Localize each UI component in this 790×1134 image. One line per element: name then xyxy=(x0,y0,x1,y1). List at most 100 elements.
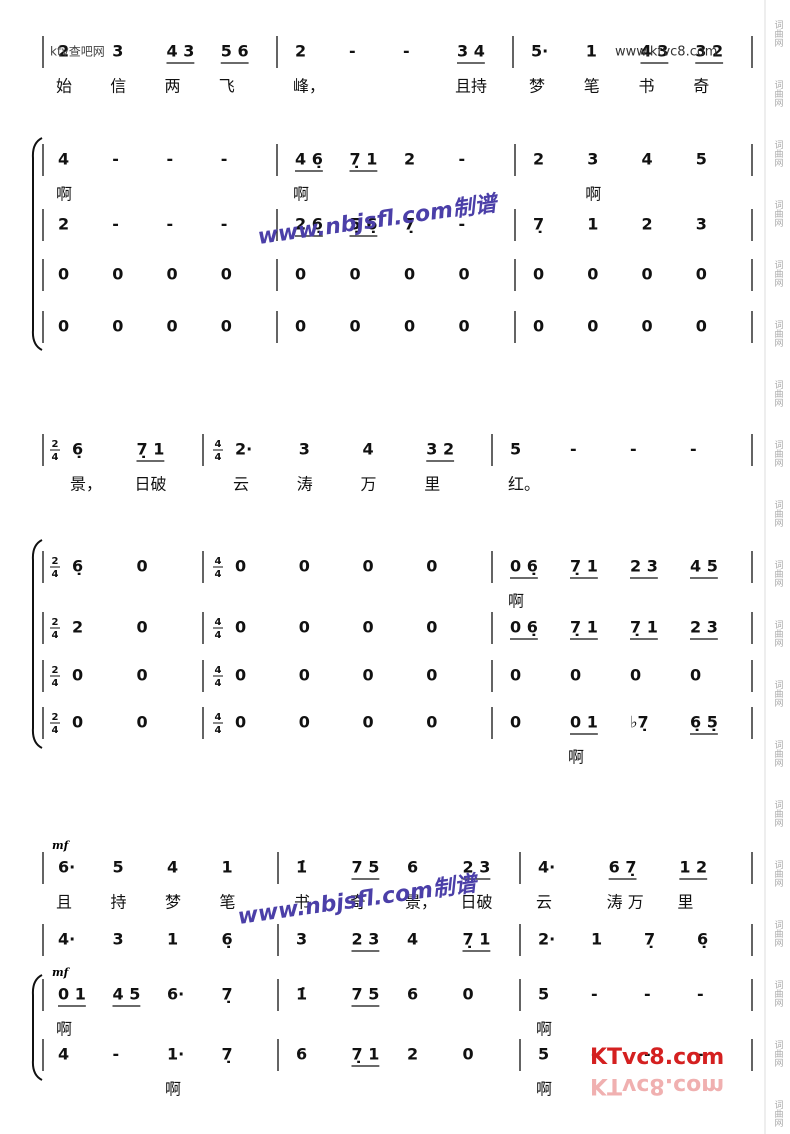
note: 4 xyxy=(167,858,178,877)
note: 0 xyxy=(533,265,544,284)
note: 0 xyxy=(221,265,232,284)
note: 0 xyxy=(58,265,69,284)
time-signature-bottom: 4 xyxy=(215,630,222,641)
note: 0 xyxy=(587,317,598,336)
watermark: www.ktvc8.com xyxy=(615,45,717,60)
note: - xyxy=(459,150,466,169)
lyric: 日破 xyxy=(461,893,493,912)
note: - xyxy=(697,985,704,1004)
note: - xyxy=(221,150,228,169)
lyric: 啊 xyxy=(56,1020,72,1039)
note: 7 5 xyxy=(352,985,380,1004)
side-mark: 词曲网 xyxy=(773,980,784,1008)
note: 2 xyxy=(58,215,69,234)
time-signature-bottom: 4 xyxy=(215,725,222,736)
note: - xyxy=(570,440,577,459)
note: 0 xyxy=(137,618,148,637)
note: 0 xyxy=(235,618,246,637)
lyric: 云 xyxy=(536,893,552,912)
lyric: 持 xyxy=(111,893,127,912)
note: 7̣ 1 xyxy=(570,618,598,637)
note: 6 xyxy=(296,1045,307,1064)
lyric: 里 xyxy=(677,893,693,912)
note: 0 xyxy=(404,317,415,336)
note: 0 xyxy=(350,265,361,284)
note: 0 xyxy=(459,265,470,284)
lyric: 日破 xyxy=(135,475,167,494)
side-mark: 词曲网 xyxy=(773,380,784,408)
note: 3 xyxy=(112,42,123,61)
note: 0 xyxy=(690,666,701,685)
note: 0 xyxy=(426,618,437,637)
lyric: 奇 xyxy=(693,77,709,96)
note: 5 xyxy=(696,150,707,169)
note: 5 6 xyxy=(221,42,249,61)
note: 0 xyxy=(363,618,374,637)
note: 4 xyxy=(407,930,418,949)
note: 3 4 xyxy=(457,42,485,61)
note: 0 xyxy=(404,265,415,284)
note: 0 xyxy=(235,557,246,576)
note: 6 7̣ xyxy=(609,858,637,877)
note: - xyxy=(349,42,356,61)
note: 2 xyxy=(72,618,83,637)
lyric: 梦 xyxy=(165,893,181,912)
note: 2 3 xyxy=(463,858,491,877)
note: 1· xyxy=(167,1045,184,1064)
note: 6· xyxy=(58,858,75,877)
side-mark: 词曲网 xyxy=(773,1040,784,1068)
note: 3 xyxy=(696,215,707,234)
note: 5 xyxy=(113,858,124,877)
note: 2· xyxy=(235,440,252,459)
note: 3 xyxy=(113,930,124,949)
time-signature-top: 2 xyxy=(52,665,59,676)
lyric: 始 xyxy=(56,77,72,96)
note: 7̣ 1 xyxy=(630,618,658,637)
note: 0 xyxy=(235,666,246,685)
note: 0 xyxy=(72,666,83,685)
note: 2 3 xyxy=(630,557,658,576)
note: 0 xyxy=(363,713,374,732)
note: 0 xyxy=(696,265,707,284)
note: 0 xyxy=(587,265,598,284)
time-signature-bottom: 4 xyxy=(52,569,59,580)
note: 7̣ 1 xyxy=(350,150,378,169)
note: 2 xyxy=(58,42,69,61)
note: 7̣ xyxy=(533,215,544,234)
note: 3 xyxy=(299,440,310,459)
note: 1̇ xyxy=(296,985,307,1004)
lyric: 奇 xyxy=(350,893,366,912)
note: 0 xyxy=(533,317,544,336)
time-signature-bottom: 4 xyxy=(215,569,222,580)
logo-reflection: KTvc8.com xyxy=(590,1073,724,1098)
note: 4 xyxy=(58,150,69,169)
time-signature-bottom: 4 xyxy=(52,678,59,689)
note: 4 3 xyxy=(167,42,195,61)
side-mark: 词曲网 xyxy=(773,80,784,108)
note: - xyxy=(167,150,174,169)
note: 0 xyxy=(299,666,310,685)
note: 2 xyxy=(407,1045,418,1064)
note: - xyxy=(591,985,598,1004)
lyric: 啊 xyxy=(165,1080,181,1099)
note: 0 xyxy=(363,557,374,576)
note: 4· xyxy=(538,858,555,877)
note: 0 xyxy=(295,265,306,284)
note: 0 xyxy=(463,1045,474,1064)
lyric: 两 xyxy=(165,77,181,96)
lyric: 啊 xyxy=(508,592,524,611)
note: 0 xyxy=(58,317,69,336)
note: - xyxy=(221,215,228,234)
lyric: 啊 xyxy=(585,185,601,204)
note: - xyxy=(644,1045,651,1064)
note: 4 5 xyxy=(690,557,718,576)
lyric: 笔 xyxy=(220,893,236,912)
note: 4 xyxy=(642,150,653,169)
note: 0 1 xyxy=(570,713,598,732)
lyric: 信 xyxy=(110,77,126,96)
watermark: ktv查吧网 xyxy=(50,45,105,59)
note: 0 xyxy=(570,666,581,685)
side-mark: 词曲网 xyxy=(773,1100,784,1128)
lyric: 书 xyxy=(639,77,655,96)
